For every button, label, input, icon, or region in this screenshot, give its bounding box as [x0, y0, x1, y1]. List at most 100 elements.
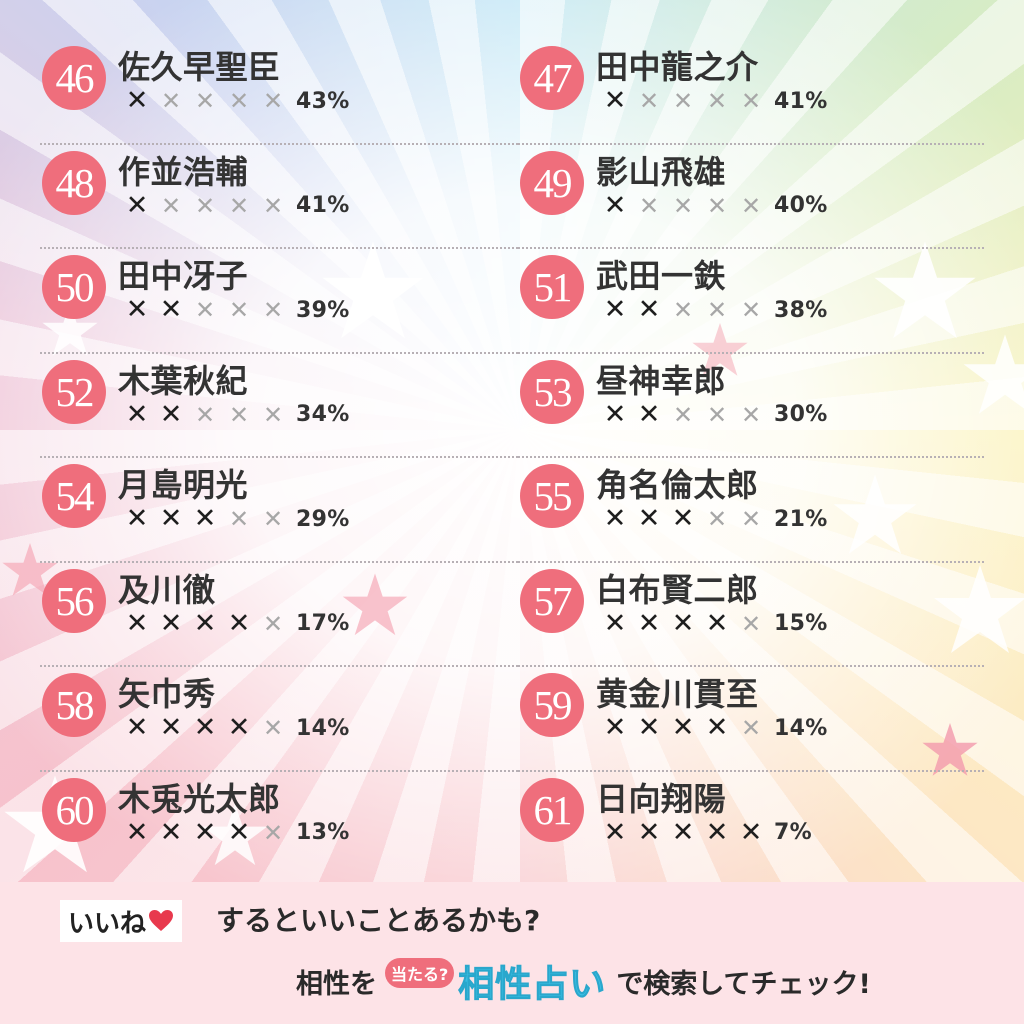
rank-badge: 47: [520, 46, 584, 110]
rank-badge: 50: [42, 255, 106, 319]
cross-icon: ✕: [671, 712, 695, 743]
character-name: 木葉秋紀: [118, 361, 249, 400]
cross-icon: ✕: [603, 607, 627, 639]
cross-icon: ✕: [637, 607, 661, 639]
cross-icon: ✕: [638, 87, 660, 115]
cross-icon: ✕: [671, 503, 695, 534]
ranking-grid: 46 佐久早聖臣 ✕ ✕ ✕ ✕ ✕ 43% 47 田中龍之介 ✕ ✕ ✕ ✕ ✕ 41% 48 作並浩輔 ✕ ✕ ✕ ✕…: [40, 40, 984, 876]
compatibility-percent: 29%: [296, 506, 350, 532]
dotted-divider: [40, 665, 518, 667]
star-icon: [874, 241, 976, 339]
cross-icon: ✕: [227, 712, 251, 743]
compatibility-marks: ✕ ✕ ✕ ✕ ✕ 38%: [598, 294, 828, 326]
rank-badge: 51: [520, 255, 584, 319]
rank-badge: 60: [42, 777, 106, 842]
dotted-divider: [40, 351, 518, 354]
cross-icon: ✕: [159, 816, 183, 848]
ranking-item: 49 影山飛雄 ✕ ✕ ✕ ✕ ✕ 40%: [518, 145, 984, 249]
cross-icon: ✕: [672, 87, 694, 115]
cross-icon: ✕: [125, 816, 149, 848]
cross-icon: ✕: [193, 607, 217, 639]
like-button[interactable]: いいね: [60, 900, 183, 942]
character-name: 日向翔陽: [596, 779, 727, 818]
cross-icon: ✕: [262, 191, 284, 220]
compatibility-percent: 34%: [296, 402, 350, 427]
compatibility-percent: 15%: [774, 611, 828, 636]
cross-icon: ✕: [739, 816, 763, 848]
cross-icon: ✕: [637, 503, 661, 534]
cross-icon: ✕: [228, 296, 250, 324]
cross-icon: ✕: [125, 503, 149, 534]
cross-icon: ✕: [194, 400, 216, 429]
star-icon: [42, 303, 98, 356]
cross-icon: ✕: [740, 296, 762, 324]
compatibility-percent: 13%: [296, 820, 350, 845]
ranking-item: 53 昼神幸郎 ✕ ✕ ✕ ✕ ✕ 30%: [518, 354, 984, 458]
cross-icon: ✕: [159, 503, 183, 534]
rank-badge: 57: [520, 568, 584, 633]
cross-icon: ✕: [125, 607, 149, 639]
character-name: 作並浩輔: [118, 152, 249, 191]
cross-icon: ✕: [672, 296, 694, 324]
cross-icon: ✕: [193, 712, 217, 743]
cross-icon: ✕: [603, 503, 627, 534]
character-name: 矢巾秀: [118, 675, 216, 713]
cross-icon: ✕: [603, 294, 627, 325]
character-name: 武田一鉄: [596, 257, 727, 295]
character-name: 白布賢二郎: [596, 570, 759, 609]
compatibility-percent: 43%: [296, 88, 350, 114]
cross-icon: ✕: [262, 87, 284, 115]
compatibility-marks: ✕ ✕ ✕ ✕ ✕ 34%: [120, 399, 350, 431]
compatibility-percent: 41%: [296, 193, 350, 218]
dotted-divider: [40, 456, 518, 458]
ranking-item: 47 田中龍之介 ✕ ✕ ✕ ✕ ✕ 41%: [518, 40, 984, 145]
footer-suffix: で検索してチェック!: [616, 968, 871, 1000]
cross-icon: ✕: [672, 191, 694, 220]
compatibility-percent: 21%: [774, 506, 828, 532]
character-name: 月島明光: [118, 466, 249, 504]
dotted-divider: [518, 142, 984, 145]
dotted-divider: [40, 247, 518, 249]
compatibility-marks: ✕ ✕ ✕ ✕ ✕ 21%: [598, 503, 828, 535]
cross-icon: ✕: [262, 505, 284, 533]
like-label: いいね: [68, 908, 147, 939]
dotted-divider: [518, 247, 984, 249]
cross-icon: ✕: [125, 398, 149, 430]
cross-icon: ✕: [706, 191, 728, 220]
dotted-divider: [40, 769, 518, 772]
cross-icon: ✕: [125, 189, 149, 221]
ranking-item: 52 木葉秋紀 ✕ ✕ ✕ ✕ ✕ 34%: [40, 354, 518, 458]
dotted-divider: [518, 351, 984, 354]
ranking-item: 60 木兎光太郎 ✕ ✕ ✕ ✕ ✕ 13%: [40, 772, 518, 877]
brand-logo: 相性占い: [458, 964, 607, 1006]
cross-icon: ✕: [193, 503, 217, 534]
rank-badge: 52: [42, 359, 106, 424]
compatibility-percent: 14%: [296, 715, 350, 741]
cross-icon: ✕: [262, 714, 284, 742]
cross-icon: ✕: [603, 816, 627, 848]
ranking-item: 55 角名倫太郎 ✕ ✕ ✕ ✕ ✕ 21%: [518, 458, 984, 563]
rank-badge: 49: [520, 150, 584, 215]
rank-badge: 59: [520, 673, 584, 737]
cross-icon: ✕: [262, 609, 284, 638]
cross-icon: ✕: [125, 85, 149, 116]
ranking-item: 61 日向翔陽 ✕ ✕ ✕ ✕ ✕ 7%: [518, 772, 984, 877]
cross-icon: ✕: [638, 191, 660, 220]
cross-icon: ✕: [740, 609, 762, 638]
dotted-divider: [40, 560, 518, 563]
cross-icon: ✕: [227, 607, 251, 639]
compatibility-marks: ✕ ✕ ✕ ✕ ✕ 14%: [120, 712, 350, 744]
compatibility-marks: ✕ ✕ ✕ ✕ ✕ 39%: [120, 294, 350, 326]
cross-icon: ✕: [125, 294, 149, 325]
cross-icon: ✕: [160, 191, 182, 220]
compatibility-marks: ✕ ✕ ✕ ✕ ✕ 14%: [598, 712, 828, 744]
character-name: 黄金川貫至: [596, 675, 759, 713]
heart-icon: [148, 909, 174, 933]
star-icon: [2, 543, 58, 596]
cross-icon: ✕: [705, 607, 729, 639]
dotted-divider: [518, 456, 984, 458]
compatibility-percent: 38%: [774, 297, 828, 323]
cross-icon: ✕: [637, 294, 661, 325]
compatibility-marks: ✕ ✕ ✕ ✕ ✕ 41%: [598, 85, 828, 117]
cross-icon: ✕: [159, 607, 183, 639]
